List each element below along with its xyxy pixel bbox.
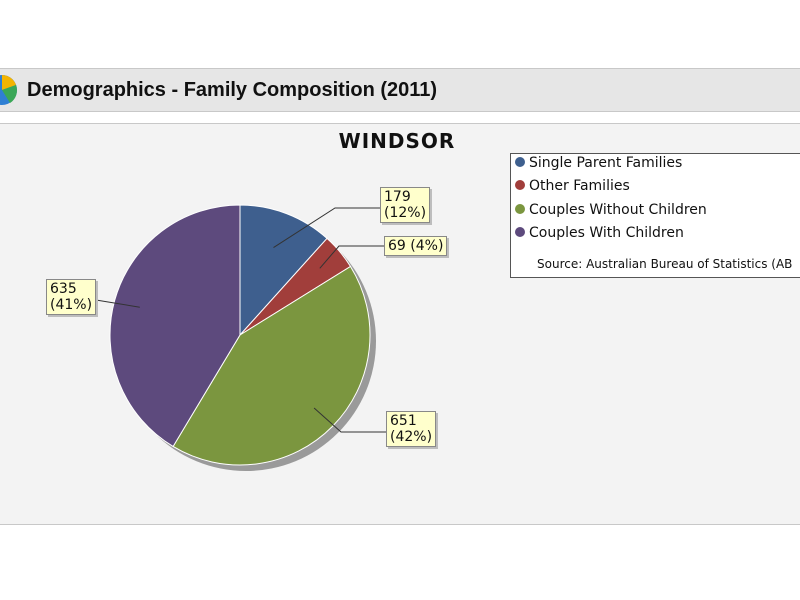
pie-data-label-value-couples-with-children: 635: [50, 281, 77, 297]
legend-item-single-parent: Single Parent Families: [515, 155, 682, 175]
pie-data-label-percent-couples-without-children: (42%): [390, 429, 433, 445]
pie-leader-line-couples-with-children: [95, 299, 140, 308]
legend-label-single-parent: Single Parent Families: [529, 155, 683, 171]
legend-item-couples-without-children: Couples Without Children: [515, 202, 707, 222]
legend-swatch-other-families: [515, 180, 525, 190]
pie-data-label-single-parent: 179 (12%): [380, 187, 431, 223]
pie-leader-line-couples-without-children: [313, 407, 386, 433]
pie-slice-couples-with-children: [109, 204, 241, 448]
chart-title: WINDSOR: [338, 129, 456, 153]
pie-data-label-value-single-parent: 179: [384, 189, 411, 205]
chart-header-bar: Demographics - Family Composition (2011): [0, 68, 800, 112]
pie-slice-single-parent: [239, 204, 328, 337]
pie-slice-couples-without-children: [172, 265, 371, 466]
pie-data-label-value-couples-without-children: 651: [390, 413, 417, 429]
legend-swatch-couples-with-children: [515, 227, 525, 237]
legend-swatch-couples-without-children: [515, 204, 525, 214]
legend-label-other-families: Other Families: [529, 178, 630, 194]
chart-legend: Single Parent Families Other Families Co…: [510, 153, 800, 278]
chart-source-note: Source: Australian Bureau of Statistics …: [537, 257, 793, 271]
pie-chart-icon: [0, 75, 17, 105]
legend-swatch-single-parent: [515, 157, 525, 167]
pie-data-label-percent-couples-with-children: (41%): [50, 297, 93, 313]
pie-data-label-percent-single-parent: (12%): [384, 205, 427, 221]
legend-item-other-families: Other Families: [515, 178, 630, 198]
page-title: Demographics - Family Composition (2011): [27, 79, 438, 101]
pie-data-label-percent-other-families: (4%): [410, 238, 444, 254]
pie-data-label-couples-with-children: 635 (41%): [46, 279, 97, 315]
pie-leader-line-other-families: [319, 245, 384, 269]
legend-item-couples-with-children: Couples With Children: [515, 225, 684, 245]
pie-data-label-couples-without-children: 651 (42%): [386, 411, 437, 447]
legend-label-couples-with-children: Couples With Children: [529, 225, 684, 241]
chart-title-wrap: WINDSOR: [0, 129, 800, 153]
pie-data-label-other-families: 69 (4%): [384, 236, 448, 256]
pie-data-label-value-other-families: 69: [388, 238, 406, 254]
legend-label-couples-without-children: Couples Without Children: [529, 202, 707, 218]
pie-leader-line-single-parent: [273, 207, 380, 249]
